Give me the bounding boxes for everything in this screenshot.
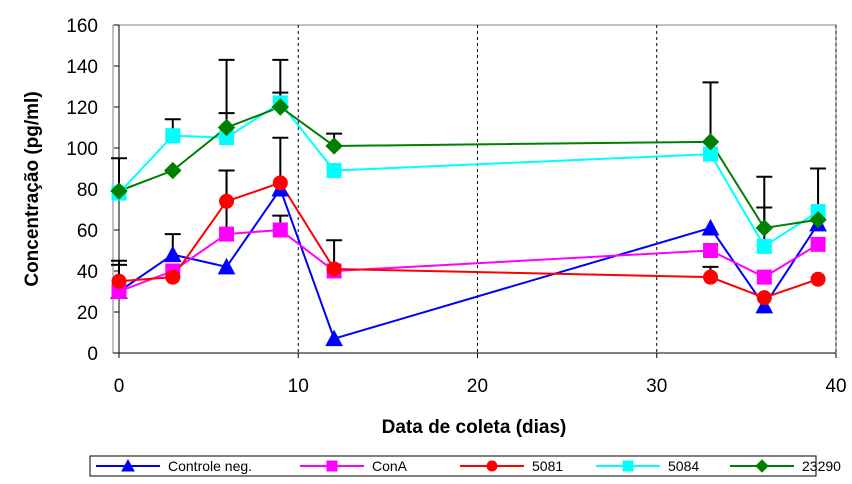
legend-item: 5084 xyxy=(596,458,699,474)
y-tick-label: 60 xyxy=(77,221,98,242)
data-point xyxy=(163,245,182,263)
data-point xyxy=(165,269,181,285)
legend: Controle neg. ConA 5081 5084 23290 xyxy=(89,455,841,477)
y-axis-title: Concentração (pg/ml) xyxy=(22,91,43,286)
data-point xyxy=(810,271,826,287)
series-markers xyxy=(110,95,827,347)
data-point xyxy=(217,257,236,275)
y-tick-label: 160 xyxy=(66,16,98,37)
data-point xyxy=(325,329,343,347)
data-point xyxy=(703,269,719,285)
data-point xyxy=(622,460,634,472)
data-point xyxy=(809,211,827,229)
data-point xyxy=(110,182,128,200)
data-point xyxy=(325,137,343,155)
legend-label: 23290 xyxy=(802,458,841,474)
data-point xyxy=(271,98,290,116)
y-tick-label: 20 xyxy=(77,303,98,324)
x-tick-label: 0 xyxy=(114,376,125,397)
y-tick-label: 80 xyxy=(77,180,98,201)
legend-item: 23290 xyxy=(730,458,841,474)
legend-label: Controle neg. xyxy=(168,458,252,474)
data-point xyxy=(755,296,774,314)
x-tick-label: 30 xyxy=(646,376,667,397)
data-point xyxy=(755,459,769,473)
series-lines xyxy=(118,101,819,340)
y-tick-label: 40 xyxy=(77,262,98,283)
data-point xyxy=(272,175,288,191)
y-tick-label: 100 xyxy=(66,139,98,160)
data-point xyxy=(486,460,498,472)
data-point xyxy=(756,238,772,254)
legend-label: 5081 xyxy=(532,458,563,474)
data-point xyxy=(326,261,342,277)
y-tick-label: 120 xyxy=(66,98,98,119)
axes: 0 20 40 60 80 100 120 140 160 0 10 20 30 40 xyxy=(66,16,846,397)
legend-item: ConA xyxy=(300,458,408,474)
data-point xyxy=(810,236,826,252)
series-line xyxy=(118,101,819,248)
data-point xyxy=(755,219,774,237)
data-point xyxy=(756,290,772,306)
series-line xyxy=(118,181,819,299)
data-point xyxy=(121,458,135,472)
data-point xyxy=(219,226,235,242)
legend-box xyxy=(89,455,817,477)
x-axis-title: Data de coleta (dias) xyxy=(382,417,567,438)
legend-item: 5081 xyxy=(460,458,563,474)
data-point xyxy=(326,163,342,179)
data-point xyxy=(272,222,288,238)
data-point xyxy=(165,128,181,144)
x-tick-label: 10 xyxy=(288,376,309,397)
data-point xyxy=(111,273,127,289)
series-line xyxy=(118,105,819,230)
data-point xyxy=(701,133,720,151)
y-tick-label: 0 xyxy=(87,344,98,365)
data-point xyxy=(326,460,338,472)
data-point xyxy=(164,161,182,180)
data-point xyxy=(219,193,235,209)
x-tick-label: 20 xyxy=(467,376,488,397)
data-point xyxy=(701,218,720,236)
x-tick-label: 40 xyxy=(825,376,846,397)
legend-label: 5084 xyxy=(668,458,699,474)
data-point xyxy=(756,269,772,285)
gridlines xyxy=(297,25,837,353)
series-line xyxy=(118,186,819,340)
legend-label: ConA xyxy=(372,458,408,474)
plot-area xyxy=(112,24,837,354)
legend-item: Controle neg. xyxy=(96,458,252,474)
data-point xyxy=(703,243,719,258)
y-tick-label: 140 xyxy=(66,57,98,78)
error-bars xyxy=(111,58,827,292)
data-point xyxy=(217,118,236,137)
